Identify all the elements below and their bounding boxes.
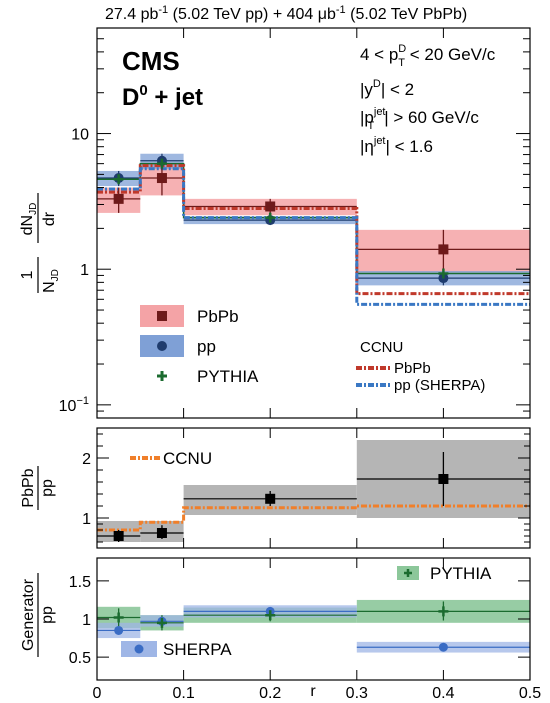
legend-pbpb-label: PbPb	[197, 307, 239, 326]
pbpb-marker-2	[265, 201, 276, 212]
bot-xtick-label-2: 0.2	[259, 685, 281, 702]
header-luminosity: 27.4 pb-1 (5.02 TeV pp) + 404 μb-1 (5.02…	[105, 4, 467, 23]
pythia-marker-3	[438, 268, 449, 279]
pythia-ratio-marker-0	[113, 612, 124, 623]
ylab-top-one: 1	[19, 270, 36, 279]
ylab-mid-num: PbPb	[20, 468, 37, 507]
ratio-marker-1	[156, 528, 167, 538]
legend-mid: CCNU	[130, 449, 212, 468]
cut1-sup: D	[398, 43, 406, 55]
ylab-mid-den: pp	[39, 479, 56, 497]
pbpb-marker-1	[156, 173, 167, 184]
legend-ccnu-title: CCNU	[360, 339, 403, 356]
header-lumi-a: 27.4 pb	[105, 6, 158, 23]
ratio-marker-0	[113, 531, 124, 541]
process-main: D	[122, 84, 139, 111]
y-axis-label-bot: Generator pp	[20, 573, 56, 657]
bot-xtick-label-3: 0.3	[346, 685, 368, 702]
cut3-pre: |p	[360, 108, 374, 127]
legend-sherpa-label: SHERPA	[163, 640, 232, 659]
cut-ptd: 4 < pD T < 20 GeV/c	[360, 43, 496, 69]
legend-ccnu-ratio-label: CCNU	[163, 449, 212, 468]
ylab-top-frac-den: dr	[41, 211, 58, 226]
ratio-marker-2	[265, 493, 276, 504]
legend-ccnu-pp-label: pp (SHERPA)	[394, 377, 485, 394]
cut3-sub: T	[368, 120, 375, 132]
legend-sherpa-marker	[134, 644, 144, 654]
legend-pythia-ratio-marker	[404, 569, 412, 577]
legend-pp-label: pp	[197, 337, 216, 356]
panel-ratio-pbpb-pp: 12	[82, 427, 531, 549]
header-lumi-b-exp: -1	[336, 4, 346, 16]
mid-ytick-label-1: 2	[82, 451, 91, 468]
cms-label: CMS	[122, 46, 180, 76]
panel-top: 10−1 1 10	[59, 27, 531, 419]
pbpb-marker-3	[438, 244, 449, 255]
ylab-top-frac-num: dNJD	[19, 203, 39, 236]
ylab-top-den: NJD	[41, 269, 61, 293]
top-ytick-label-2: 10	[71, 127, 89, 144]
legend-ccnu-pbpb-label: PbPb	[394, 360, 431, 377]
pythia-ratio-marker-1	[156, 617, 167, 628]
cut-ptjet: |pjet T | > 60 GeV/c	[360, 106, 479, 132]
ccnu-ratio-step	[97, 504, 530, 532]
top-frame	[96, 27, 531, 419]
cut1-sub: T	[398, 57, 405, 69]
cut1: 4 < p	[360, 45, 398, 64]
header-lumi-a-exp: -1	[158, 4, 168, 16]
top-ytick-label-1: 1	[80, 262, 89, 279]
y-axis-label-mid: PbPb pp	[20, 466, 56, 510]
ratio-marker-3	[438, 474, 449, 484]
cut-etajet: |ηjet| < 1.6	[360, 135, 433, 156]
bot-ytick-label-0: 0.5	[69, 650, 91, 667]
legend-pythia-marker	[157, 371, 167, 381]
ylab-bot-den: pp	[39, 606, 56, 624]
cut3-tail: | > 60 GeV/c	[384, 108, 479, 127]
pythia-ratio-marker-2	[265, 610, 276, 621]
cut4-tail: | < 1.6	[386, 137, 433, 156]
sherpa-ratio-marker-3	[438, 642, 448, 652]
bot-xtick-label-5: 0.5	[519, 685, 541, 702]
header-lumi-b: μb	[318, 6, 336, 23]
pbpb-marker-0	[113, 193, 124, 204]
cut2-pre: |y	[360, 80, 373, 99]
legend-bot: PYTHIA SHERPA	[121, 564, 492, 659]
legend-pbpb-marker	[157, 311, 167, 321]
process-sup: 0	[139, 82, 147, 99]
bot-ytick-label-2: 1.5	[69, 574, 91, 591]
x-axis-label: r	[310, 683, 316, 700]
legend-pythia-label: PYTHIA	[197, 367, 259, 386]
pythia-marker-0	[113, 174, 124, 185]
ccnu-pp-step	[97, 167, 530, 306]
cut2-sup: D	[373, 78, 381, 90]
top-ytick-label-0: 10−1	[59, 395, 89, 415]
bot-ytick-label-1: 1	[82, 612, 91, 629]
bot-xtick-label-4: 0.4	[432, 685, 454, 702]
legend-pythia-ratio-label: PYTHIA	[430, 564, 492, 583]
pythia-ratio-marker-3	[438, 606, 449, 617]
y-axis-label-top: 1 NJD dNJD dr	[19, 193, 61, 293]
cut4-sup: jet	[373, 135, 386, 147]
cut1-tail: < 20 GeV/c	[405, 45, 496, 64]
pythia-marker-1	[156, 158, 167, 169]
pythia-marker-2	[265, 212, 276, 223]
legend-pp-marker	[157, 341, 167, 351]
cut4-pre: |η	[360, 137, 374, 156]
process-tail: + jet	[148, 84, 203, 111]
panel-ratio-generator-pp: 0.5 1 1.5 0 0.1 0.2 0.3 0.4 0.5	[69, 557, 541, 702]
cut3-sup: jet	[373, 106, 386, 118]
mid-ytick-label-0: 1	[82, 511, 91, 528]
cut-yd: |yD| < 2	[360, 78, 414, 99]
bot-xtick-label-0: 0	[93, 685, 102, 702]
header-lumi-a-tail: (5.02 TeV pp) + 404	[168, 6, 318, 23]
cut2-tail: | < 2	[381, 80, 414, 99]
mid-frame	[96, 427, 531, 549]
process-label: D0 + jet	[122, 82, 203, 111]
sherpa-ratio-marker-0	[114, 625, 124, 635]
legend-top: PbPb pp PYTHIA CCNU PbPb pp (SHERPA)	[140, 305, 485, 394]
ylab-bot-num: Generator	[20, 578, 37, 651]
bot-xtick-label-1: 0.1	[172, 685, 194, 702]
header-lumi-b-tail: (5.02 TeV PbPb)	[346, 6, 468, 23]
